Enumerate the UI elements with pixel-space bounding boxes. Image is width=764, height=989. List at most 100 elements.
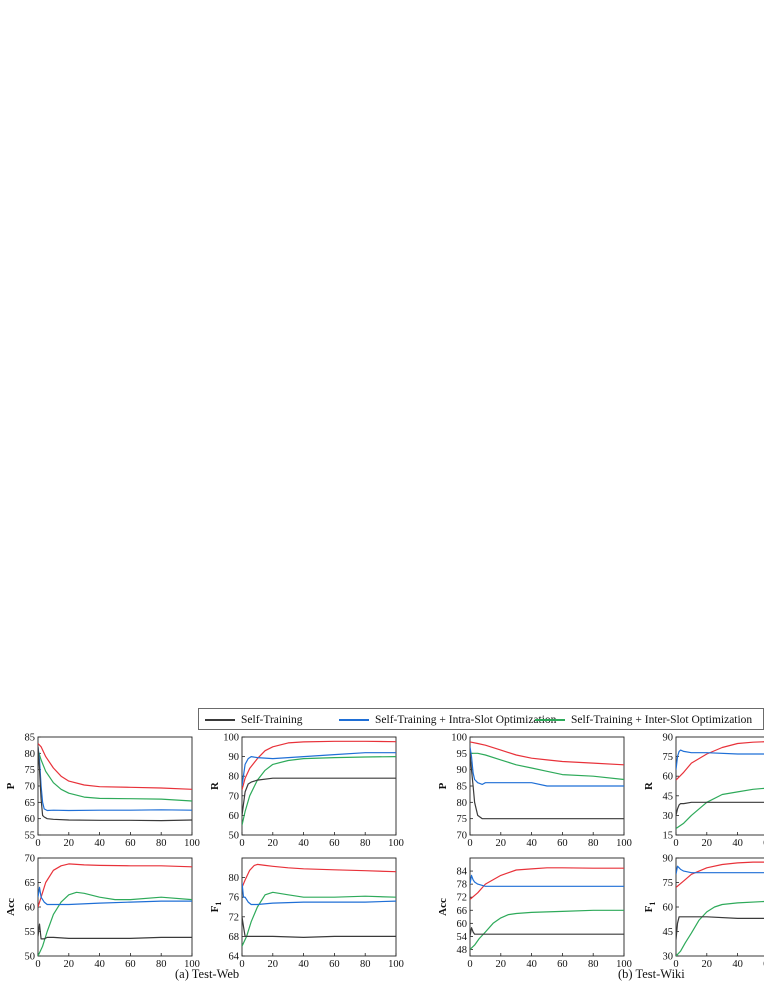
series-line (470, 909, 624, 950)
y-tick-label: 15 (663, 831, 674, 842)
y-tick-label: 55 (25, 927, 36, 938)
y-tick-label: 75 (25, 765, 36, 776)
y-tick-label: 84 (457, 867, 468, 878)
series-line (676, 787, 764, 829)
series-line (38, 743, 192, 790)
y-axis-label: P (437, 782, 449, 789)
y-tick-label: 60 (229, 811, 240, 822)
series-line (242, 752, 396, 787)
x-tick-label: 60 (329, 838, 340, 849)
subplot-test-web-acc: 0 20 40 60 80 100 50 55 60 65 70 Acc (5, 854, 200, 971)
series-line (38, 749, 192, 802)
y-tick-label: 80 (229, 873, 240, 884)
subplot-test-web-f1: 0 20 40 60 80 100 64 68 72 76 80 F1 (209, 857, 404, 970)
legend-item-self-training: Self-Training (205, 712, 303, 728)
series-line (38, 746, 192, 822)
x-tick-label: 40 (298, 959, 309, 970)
y-tick-label: 90 (229, 752, 240, 763)
y-axis-label: R (209, 781, 221, 790)
x-tick-label: 0 (239, 959, 244, 970)
x-tick-label: 0 (467, 838, 472, 849)
series-line (242, 863, 396, 888)
x-tick-label: 0 (673, 838, 678, 849)
x-tick-label: 60 (557, 838, 568, 849)
x-tick-label: 40 (94, 959, 105, 970)
x-tick-label: 80 (360, 959, 371, 970)
x-tick-label: 100 (184, 959, 200, 970)
y-tick-label: 50 (25, 952, 36, 963)
series-line (676, 801, 764, 816)
y-tick-label: 60 (663, 772, 674, 783)
x-tick-label: 20 (64, 959, 75, 970)
legend-item-inter-slot: Self-Training + Inter-Slot Optimization (535, 712, 752, 728)
y-tick-label: 90 (663, 854, 674, 865)
series-line (676, 741, 764, 781)
y-tick-label: 75 (663, 878, 674, 889)
y-axis-label: P (5, 782, 17, 789)
subplot-test-web-p: 0 20 40 60 80 100 55 60 65 70 75 80 85 P (5, 733, 200, 850)
y-tick-label: 80 (229, 772, 240, 783)
legend-label: Self-Training (241, 714, 303, 726)
y-tick-label: 90 (663, 733, 674, 744)
series-line (470, 741, 624, 766)
y-tick-label: 30 (663, 811, 674, 822)
y-tick-label: 85 (457, 782, 468, 793)
series-line (242, 740, 396, 791)
x-tick-label: 100 (616, 838, 632, 849)
series-line (38, 863, 192, 908)
plot-frame (675, 736, 764, 836)
y-tick-label: 55 (25, 831, 36, 842)
legend-swatch (535, 719, 565, 721)
series-line (470, 752, 624, 781)
x-tick-label: 80 (588, 838, 599, 849)
x-tick-label: 100 (388, 838, 404, 849)
x-tick-label: 40 (526, 838, 537, 849)
series-line (676, 865, 764, 875)
legend-label: Self-Training + Intra-Slot Optimization (375, 714, 557, 726)
y-tick-label: 30 (663, 952, 674, 963)
y-tick-label: 100 (451, 733, 467, 744)
x-tick-label: 20 (496, 838, 507, 849)
x-tick-label: 40 (526, 959, 537, 970)
subplot-test-wiki-f1: 0204060801003045607590F1 (643, 854, 764, 970)
y-tick-label: 70 (25, 782, 36, 793)
y-tick-label: 75 (457, 814, 468, 825)
y-tick-label: 80 (457, 798, 468, 809)
y-axis-label: Acc (5, 898, 17, 916)
series-line (676, 749, 764, 770)
y-tick-label: 80 (25, 749, 36, 760)
x-tick-label: 80 (588, 959, 599, 970)
subplot-test-web-r: 0 20 40 60 80 100 50 60 70 80 90 100 R (209, 733, 404, 850)
x-tick-label: 60 (125, 838, 136, 849)
series-line (676, 916, 764, 940)
x-tick-label: 80 (156, 959, 167, 970)
series-line (242, 756, 396, 826)
y-tick-label: 48 (457, 945, 468, 956)
x-tick-label: 0 (35, 959, 40, 970)
y-axis-label: R (643, 781, 655, 790)
series-line (242, 916, 396, 939)
y-axis-label: Acc (437, 898, 449, 916)
y-tick-label: 60 (663, 903, 674, 914)
legend-swatch (339, 719, 369, 721)
y-tick-label: 45 (663, 791, 674, 802)
y-axis-label: F1 (643, 902, 657, 913)
x-tick-label: 20 (702, 838, 713, 849)
x-tick-label: 100 (616, 959, 632, 970)
y-tick-label: 45 (663, 927, 674, 938)
series-line (676, 861, 764, 888)
y-axis-label: F1 (209, 902, 223, 913)
chart-legend: Self-Training Self-Training + Intra-Slot… (198, 708, 764, 730)
x-tick-label: 0 (673, 959, 678, 970)
caption-test-wiki: (b) Test-Wiki (618, 967, 685, 981)
legend-swatch (205, 719, 235, 721)
y-tick-label: 100 (223, 733, 239, 744)
y-tick-label: 66 (457, 906, 468, 917)
series-line (470, 874, 624, 887)
legend-item-intra-slot: Self-Training + Intra-Slot Optimization (339, 712, 556, 728)
x-tick-label: 40 (732, 838, 743, 849)
y-tick-label: 90 (457, 765, 468, 776)
series-line (38, 891, 192, 956)
plot-frame (37, 857, 193, 957)
